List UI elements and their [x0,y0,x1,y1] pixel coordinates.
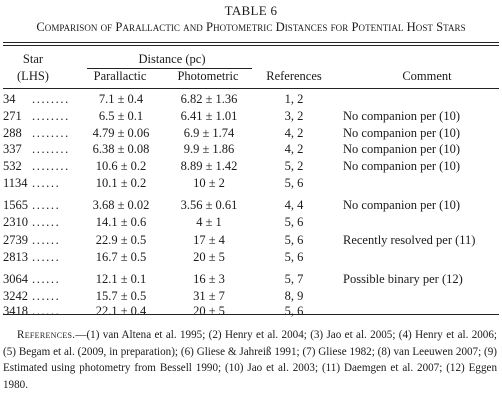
cell-star: 34 [3,92,16,106]
cell-comment: Recently resolved per (11) [343,233,476,247]
header-references: References [266,69,322,83]
cell-references: 5, 2 [284,159,304,173]
cell-star: 2310 [3,215,28,229]
header-star-sub: (LHS) [17,69,49,83]
cell-references: 3, 2 [284,109,304,123]
cell-parallactic: 12.1 ± 0.1 [95,272,147,286]
table-number: TABLE 6 [224,3,278,18]
cell-parallactic: 22.1 ± 0.4 [95,304,147,318]
cell-star: 3064 [3,272,28,286]
header-photometric: Photometric [177,69,239,83]
cell-leader-dots: ...... [32,272,61,286]
distance-span-rule [87,68,252,69]
cell-leader-dots: ...... [32,215,61,229]
cell-references: 5, 6 [284,250,304,264]
cell-parallactic: 3.68 ± 0.02 [92,198,150,212]
cell-leader-dots: ........ [32,159,70,173]
cell-photometric: 4 ± 1 [196,215,222,229]
cell-leader-dots: ........ [32,109,70,123]
cell-photometric: 3.56 ± 0.61 [180,198,238,212]
cell-photometric: 10 ± 2 [193,176,225,190]
cell-star: 1565 [3,198,28,212]
bottom-rule [3,314,499,315]
cell-leader-dots: ........ [32,126,70,140]
cell-leader-dots: ........ [32,142,70,156]
cell-photometric: 9.9 ± 1.86 [183,142,235,156]
cell-parallactic: 6.38 ± 0.08 [92,142,150,156]
table-caption: Comparison of Parallactic and Photometri… [36,20,466,34]
header-distance: Distance (pc) [138,52,206,66]
cell-photometric: 20 ± 5 [193,250,225,264]
cell-leader-dots: ...... [32,304,61,318]
cell-photometric: 20 ± 5 [193,304,225,318]
cell-photometric: 6.9 ± 1.74 [183,126,235,140]
cell-references: 8, 9 [284,289,304,303]
cell-star: 2739 [3,233,28,247]
cell-comment: No companion per (10) [343,198,460,212]
cell-comment: No companion per (10) [343,159,460,173]
cell-parallactic: 7.1 ± 0.4 [98,92,144,106]
cell-photometric: 16 ± 3 [193,272,225,286]
top-rule [3,42,499,43]
cell-parallactic: 15.7 ± 0.5 [95,289,147,303]
cell-star: 2813 [3,250,28,264]
cell-leader-dots: ........ [32,92,70,106]
cell-comment: Possible binary per (12) [343,272,463,286]
header-comment: Comment [402,69,452,83]
cell-photometric: 6.82 ± 1.36 [180,92,238,106]
cell-parallactic: 16.7 ± 0.5 [95,250,147,264]
cell-leader-dots: ...... [32,176,61,190]
cell-star: 532 [3,159,22,173]
cell-references: 4, 2 [284,126,304,140]
top-rule-inner [3,45,499,46]
cell-references: 5, 6 [284,215,304,229]
cell-references: 5, 6 [284,233,304,247]
cell-references: 5, 7 [284,272,304,286]
cell-parallactic: 6.5 ± 0.1 [98,109,144,123]
cell-leader-dots: ...... [32,233,61,247]
cell-parallactic: 4.79 ± 0.06 [92,126,150,140]
header-parallactic: Parallactic [93,69,147,83]
cell-leader-dots: ...... [32,250,61,264]
cell-star: 271 [3,109,22,123]
table-notes: References.—(1) van Altena et al. 1995; … [3,327,497,393]
cell-references: 4, 2 [284,142,304,156]
cell-photometric: 17 ± 4 [193,233,225,247]
cell-star: 3242 [3,289,28,303]
cell-references: 5, 6 [284,304,304,318]
cell-star: 3418 [3,304,28,318]
cell-references: 1, 2 [284,92,304,106]
cell-leader-dots: ...... [32,289,61,303]
header-rule [3,88,499,89]
cell-photometric: 6.41 ± 1.01 [180,109,238,123]
cell-comment: No companion per (10) [343,126,460,140]
cell-photometric: 8.89 ± 1.42 [180,159,238,173]
notes-text: —(1) van Altena et al. 1995; (2) Henry e… [3,329,497,391]
header-star: Star [22,52,44,66]
cell-comment: No companion per (10) [343,109,460,123]
notes-label: References. [17,329,76,341]
cell-star: 337 [3,142,22,156]
cell-parallactic: 10.6 ± 0.2 [95,159,147,173]
cell-references: 5, 6 [284,176,304,190]
cell-star: 1134 [3,176,28,190]
cell-star: 288 [3,126,22,140]
cell-photometric: 31 ± 7 [193,289,225,303]
cell-leader-dots: ...... [32,198,61,212]
cell-parallactic: 22.9 ± 0.5 [95,233,147,247]
cell-comment: No companion per (10) [343,142,460,156]
cell-parallactic: 10.1 ± 0.2 [95,176,147,190]
cell-references: 4, 4 [284,198,304,212]
cell-parallactic: 14.1 ± 0.6 [95,215,147,229]
